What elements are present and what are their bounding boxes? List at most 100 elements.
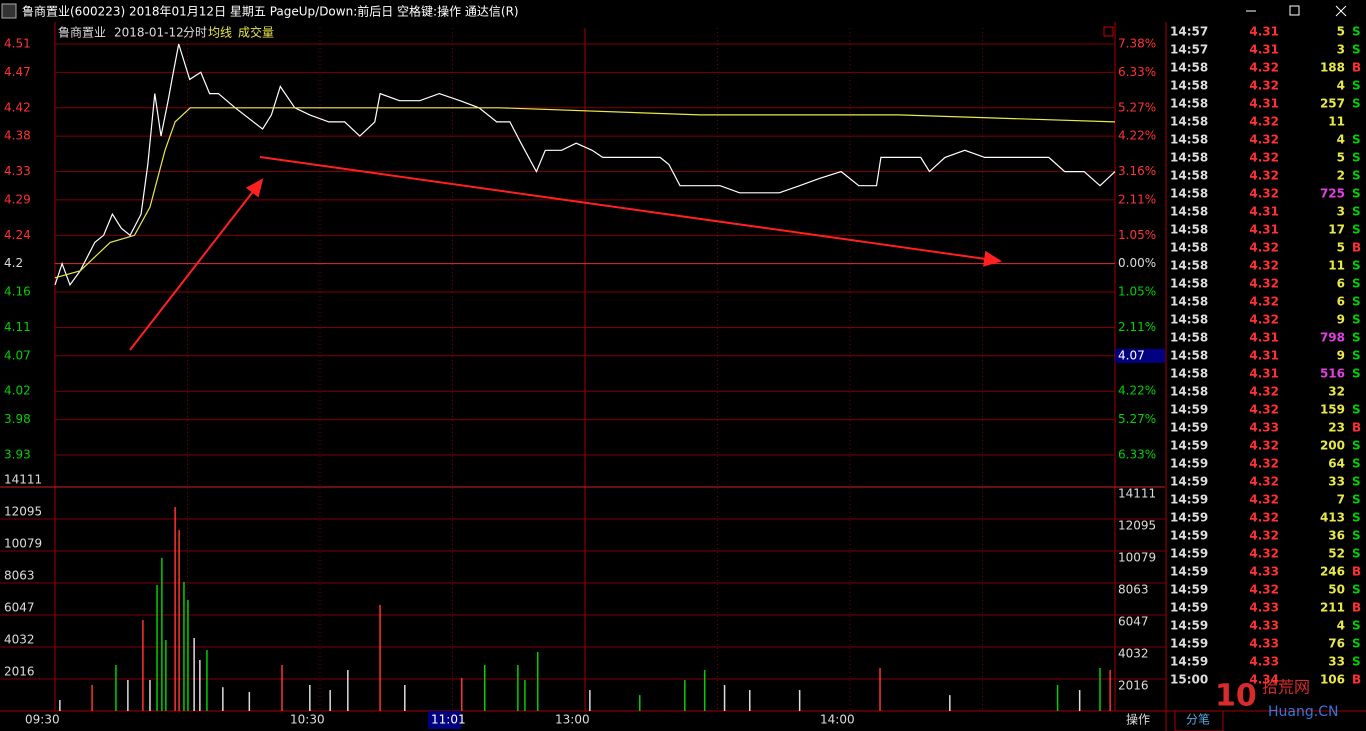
tick-volume: 4 bbox=[1337, 619, 1345, 633]
tick-price: 4.33 bbox=[1249, 565, 1279, 579]
tick-volume: 9 bbox=[1337, 349, 1345, 363]
window-controls[interactable] bbox=[1246, 5, 1347, 17]
tick-volume: 7 bbox=[1337, 493, 1345, 507]
tab[interactable] bbox=[1174, 710, 1224, 731]
tick-side: S bbox=[1352, 637, 1361, 651]
tick-side: S bbox=[1352, 439, 1361, 453]
tick-side: S bbox=[1352, 547, 1361, 561]
tick-side: S bbox=[1352, 619, 1361, 633]
tick-price: 4.32 bbox=[1249, 133, 1279, 147]
tick-time: 14:59 bbox=[1170, 403, 1208, 417]
vol-tick-label: 14111 bbox=[4, 473, 42, 487]
tick-side: S bbox=[1352, 655, 1361, 669]
volume-bar bbox=[517, 664, 519, 711]
tick-time: 14:58 bbox=[1170, 187, 1208, 201]
volume-bar bbox=[1056, 684, 1059, 711]
tick-volume: 725 bbox=[1320, 187, 1345, 201]
volume-bar bbox=[379, 604, 381, 711]
tick-volume: 3 bbox=[1337, 43, 1345, 57]
y-pct-label: 4.22% bbox=[1118, 129, 1156, 143]
title-bar bbox=[0, 0, 1366, 22]
tick-price: 4.32 bbox=[1249, 493, 1279, 507]
chart-header: 成交量 bbox=[238, 25, 274, 40]
tick-time: 14:59 bbox=[1170, 619, 1208, 633]
chart-header: 鲁商置业 bbox=[58, 25, 106, 40]
vol-tick-label: 10079 bbox=[4, 537, 42, 551]
tick-side: S bbox=[1352, 349, 1361, 363]
cursor-price-box bbox=[1115, 348, 1165, 363]
tick-price: 4.32 bbox=[1249, 547, 1279, 561]
y-pct-label: 6.33% bbox=[1118, 448, 1156, 462]
cursor-time: 11:01 bbox=[431, 713, 466, 727]
volume-bar bbox=[309, 684, 311, 711]
y-pct-label: 5.27% bbox=[1118, 100, 1156, 114]
volume-bar bbox=[703, 670, 706, 711]
tick-price: 4.32 bbox=[1249, 475, 1279, 489]
price-line bbox=[54, 43, 1116, 287]
annotation-arrow bbox=[129, 178, 264, 351]
tick-time: 14:58 bbox=[1170, 115, 1208, 129]
tick-price: 4.32 bbox=[1249, 403, 1279, 417]
tick-price: 4.32 bbox=[1249, 295, 1279, 309]
tick-price: 4.31 bbox=[1249, 97, 1279, 111]
tick-time: 14:59 bbox=[1170, 475, 1208, 489]
volume-bar bbox=[748, 690, 751, 711]
tab-label[interactable]: 分笔 bbox=[1186, 712, 1210, 727]
tick-volume: 11 bbox=[1328, 115, 1345, 129]
y-tick-label: 4.42 bbox=[4, 100, 31, 114]
tick-time: 14:58 bbox=[1170, 349, 1208, 363]
tick-volume: 5 bbox=[1337, 25, 1345, 39]
chart-header: 2018-01-12 bbox=[114, 26, 184, 40]
tick-price: 4.32 bbox=[1249, 385, 1279, 399]
tick-volume: 17 bbox=[1328, 223, 1345, 237]
tick-volume: 50 bbox=[1328, 583, 1345, 597]
panel-toggle[interactable] bbox=[1103, 26, 1114, 37]
tick-volume: 76 bbox=[1328, 637, 1345, 651]
title-text: 鲁商置业(600223) 2018年01月12日 星期五 PageUp/Down… bbox=[22, 4, 519, 19]
volume-bar bbox=[1078, 690, 1081, 711]
tick-time: 14:57 bbox=[1170, 25, 1208, 39]
tick-time: 14:58 bbox=[1170, 133, 1208, 147]
y-tick-label: 4.29 bbox=[4, 192, 31, 206]
volume-bar bbox=[222, 687, 224, 711]
watermark-site: 拾荒网 bbox=[1262, 678, 1310, 697]
volume-bar bbox=[536, 651, 539, 711]
tick-side: S bbox=[1352, 475, 1361, 489]
tick-price: 4.32 bbox=[1249, 169, 1279, 183]
volume-bar bbox=[589, 690, 591, 711]
tick-side: S bbox=[1352, 133, 1361, 147]
x-tick-label: 09:30 bbox=[25, 713, 60, 727]
tick-side: S bbox=[1352, 187, 1361, 201]
volume-bar bbox=[161, 557, 163, 711]
y-pct-label: 5.27% bbox=[1118, 412, 1156, 426]
tick-volume: 211 bbox=[1320, 601, 1345, 615]
vol-tick-label: 12095 bbox=[1118, 519, 1156, 533]
cursor-price: 4.07 bbox=[1118, 348, 1145, 362]
tick-volume: 32 bbox=[1328, 385, 1345, 399]
tick-time: 14:59 bbox=[1170, 457, 1208, 471]
tick-volume: 23 bbox=[1328, 421, 1345, 435]
y-tick-label: 4.51 bbox=[4, 37, 31, 51]
tick-price: 4.32 bbox=[1249, 115, 1279, 129]
tab-label[interactable]: 操作 bbox=[1126, 712, 1150, 727]
tick-side: B bbox=[1352, 673, 1361, 687]
tick-time: 14:59 bbox=[1170, 421, 1208, 435]
volume-bar bbox=[174, 507, 176, 711]
vol-tick-label: 6047 bbox=[4, 601, 35, 615]
cursor-time-box bbox=[428, 711, 461, 729]
tick-side: S bbox=[1352, 403, 1361, 417]
tick-price: 4.32 bbox=[1249, 259, 1279, 273]
x-tick-label: 13:00 bbox=[555, 713, 590, 727]
y-tick-label: 4.07 bbox=[4, 348, 31, 362]
volume-bar bbox=[639, 695, 641, 711]
volume-bar bbox=[59, 700, 61, 711]
tick-price: 4.31 bbox=[1249, 349, 1279, 363]
tick-volume: 4 bbox=[1337, 79, 1345, 93]
tick-volume: 246 bbox=[1320, 565, 1345, 579]
tick-price: 4.32 bbox=[1249, 277, 1279, 291]
volume-bar bbox=[949, 695, 951, 711]
tick-time: 14:59 bbox=[1170, 439, 1208, 453]
tick-time: 14:59 bbox=[1170, 529, 1208, 543]
volume-bar bbox=[461, 677, 463, 711]
